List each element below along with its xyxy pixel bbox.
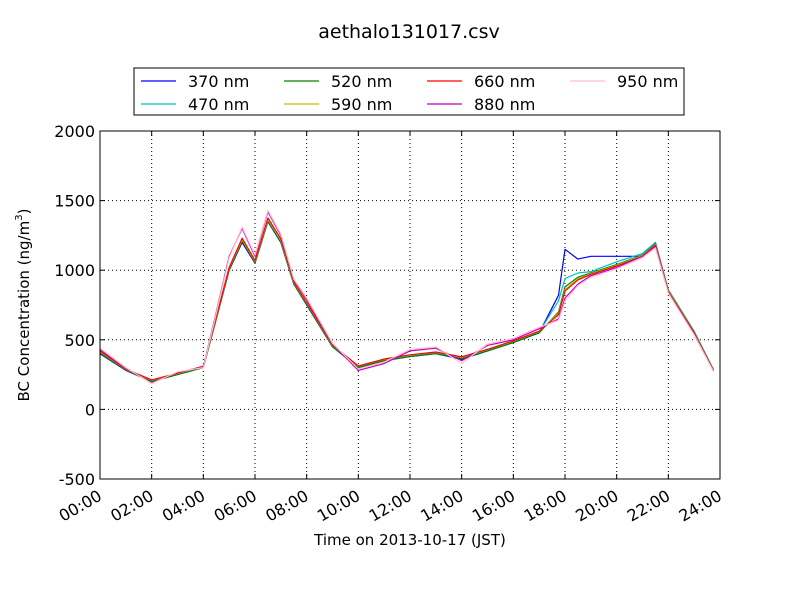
x-tick-label: 04:00 xyxy=(159,486,208,526)
x-tick-label: 22:00 xyxy=(624,486,673,526)
y-tick-label: 0 xyxy=(85,400,95,419)
legend-label: 880 nm xyxy=(474,95,535,114)
chart-title: aethalo131017.csv xyxy=(318,21,500,43)
legend-entries: 370 nm 470 nm 520 nm 590 nm 660 nm 880 nm 950 … xyxy=(141,72,678,114)
y-tick-label: 1500 xyxy=(54,192,95,211)
legend-label: 660 nm xyxy=(474,72,535,91)
x-tick-label: 24:00 xyxy=(676,486,725,526)
x-tick-label: 12:00 xyxy=(366,486,415,526)
legend-label: 470 nm xyxy=(188,95,249,114)
x-tick-label: 14:00 xyxy=(417,486,466,526)
series-line xyxy=(99,217,715,381)
x-tick-label: 18:00 xyxy=(521,486,570,526)
y-tick-label: 1000 xyxy=(54,261,95,280)
legend-label: 950 nm xyxy=(617,72,678,91)
x-tick-label: 06:00 xyxy=(211,486,260,526)
x-tick-label: 08:00 xyxy=(262,486,311,526)
x-tick-label: 02:00 xyxy=(107,486,156,526)
x-axis-title: Time on 2013-10-17 (JST) xyxy=(313,531,506,549)
y-tick-label: 500 xyxy=(64,331,95,350)
y-axis-title: BC Concentration (ng/m3) xyxy=(14,209,33,402)
x-tick-label: 16:00 xyxy=(469,486,518,526)
legend-box xyxy=(133,67,685,116)
series-line xyxy=(99,220,715,383)
x-tick-label: 10:00 xyxy=(314,486,363,526)
legend: 370 nm 470 nm 520 nm 590 nm 660 nm 880 nm 950 … xyxy=(133,67,685,116)
y-axis-title-sup: 3 xyxy=(14,214,25,220)
series-line xyxy=(99,218,715,381)
legend-label: 590 nm xyxy=(331,95,392,114)
y-tick-labels: -500 0 500 1000 1500 2000 xyxy=(54,122,95,489)
x-tick-label: 00:00 xyxy=(56,486,105,526)
y-tick-label: -500 xyxy=(59,470,95,489)
legend-label: 520 nm xyxy=(331,72,392,91)
x-tick-labels: 00:00 02:00 04:00 06:00 08:00 10:00 12:00 14:00… xyxy=(56,486,725,526)
series-line xyxy=(99,209,715,385)
y-axis-title-main: BC Concentration (ng/m xyxy=(15,221,33,402)
axis-ticks xyxy=(99,130,721,480)
y-tick-label: 2000 xyxy=(54,122,95,141)
legend-label: 370 nm xyxy=(188,72,249,91)
y-axis-title-end: ) xyxy=(15,209,33,215)
series-lines xyxy=(99,209,715,385)
x-tick-label: 20:00 xyxy=(572,486,621,526)
grid xyxy=(100,131,720,479)
